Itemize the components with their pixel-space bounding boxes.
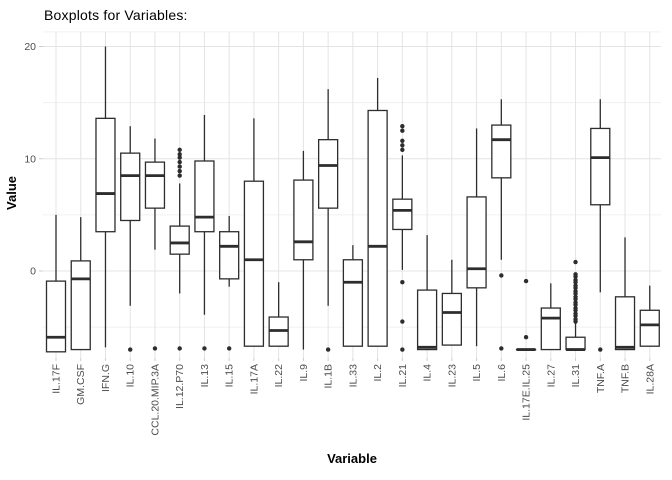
outlier-point: [177, 152, 182, 157]
svg-text:CCL.20.MIP.3A: CCL.20.MIP.3A: [149, 364, 161, 436]
outlier-point: [400, 319, 405, 324]
boxplot-IFN.G: [95, 46, 116, 348]
outlier-point: [202, 346, 207, 351]
boxplot-IL.23: [441, 259, 462, 346]
svg-text:IL.17E.IL.25: IL.17E.IL.25: [521, 364, 533, 421]
svg-text:IL.23: IL.23: [446, 364, 458, 388]
svg-text:IL.2: IL.2: [372, 364, 384, 382]
outlier-point: [400, 280, 405, 285]
outlier-point: [177, 155, 182, 160]
boxplot-IL.31: [565, 259, 586, 351]
boxplot-IL.21: [392, 123, 413, 352]
boxplot-IL.33: [342, 245, 364, 347]
svg-text:IL.28A: IL.28A: [644, 364, 656, 394]
outlier-point: [573, 280, 578, 285]
outlier-point: [573, 302, 578, 307]
svg-text:IL.21: IL.21: [397, 364, 409, 388]
boxplot-IL.12.P70: [169, 147, 190, 351]
svg-text:TNF.B: TNF.B: [620, 364, 632, 393]
svg-text:IL.33: IL.33: [347, 364, 359, 388]
outlier-point: [573, 313, 578, 319]
boxplot-IL.13: [194, 114, 215, 351]
chart-title: Boxplots for Variables:: [44, 7, 188, 23]
svg-text:IL.15: IL.15: [224, 364, 236, 388]
x-axis-title: Variable: [327, 451, 377, 466]
boxplot-IL.1B: [317, 89, 339, 352]
svg-text:0: 0: [30, 266, 36, 278]
outlier-point: [177, 346, 182, 351]
boxplot-IL.2: [367, 77, 388, 347]
axis-tick-marks: [39, 46, 651, 361]
outlier-point: [400, 138, 405, 143]
outlier-point: [400, 123, 405, 129]
svg-text:IL.13: IL.13: [199, 364, 211, 388]
outlier-point: [573, 259, 578, 265]
boxplot-IL.15: [219, 215, 240, 351]
svg-text:IL.17F: IL.17F: [51, 364, 63, 394]
outlier-point: [177, 173, 182, 178]
svg-text:IL.9: IL.9: [298, 364, 310, 382]
outlier-point: [523, 335, 529, 340]
boxplot-IL.17E.IL.25: [515, 278, 537, 351]
outlier-point: [400, 143, 405, 148]
svg-text:GM.CSF: GM.CSF: [75, 364, 87, 405]
svg-text:IFN.G: IFN.G: [100, 364, 112, 392]
outlier-point: [152, 346, 158, 351]
boxplot-GM.CSF: [70, 217, 91, 351]
svg-text:IL.1B: IL.1B: [323, 364, 335, 389]
boxplot-IL.6: [491, 99, 512, 351]
outlier-point: [573, 274, 578, 279]
svg-text:TNF.A: TNF.A: [595, 364, 607, 393]
svg-text:IL.5: IL.5: [471, 364, 483, 382]
outlier-point: [128, 347, 133, 352]
boxplot-IL.27: [540, 283, 561, 351]
svg-text:IL.10: IL.10: [125, 364, 137, 388]
outlier-point: [177, 164, 182, 169]
outlier-point: [573, 291, 578, 296]
boxplot-TNF.B: [614, 237, 636, 351]
boxplot-IL.4: [416, 235, 438, 351]
outlier-point: [177, 147, 182, 152]
outlier-point: [573, 319, 578, 324]
outlier-point: [177, 168, 182, 174]
svg-text:IL.31: IL.31: [570, 364, 582, 388]
outlier-point: [177, 159, 182, 165]
outlier-point: [226, 346, 232, 351]
outlier-point: [400, 147, 405, 152]
svg-text:IL.27: IL.27: [545, 364, 557, 388]
svg-text:IL.17A: IL.17A: [248, 364, 260, 394]
svg-text:20: 20: [24, 41, 36, 53]
boxplot-IL.9: [293, 150, 314, 350]
boxplot-IL.28A: [639, 285, 660, 347]
outlier-point: [573, 285, 578, 291]
boxplot-CCL.20.MIP.3A: [144, 138, 166, 351]
y-axis-tick-labels: 0 10 20: [24, 41, 36, 278]
outlier-point: [573, 308, 578, 313]
boxplot-TNF.A: [590, 99, 611, 352]
outlier-point: [400, 347, 405, 352]
svg-text:10: 10: [24, 153, 36, 165]
svg-text:IL.6: IL.6: [496, 364, 508, 382]
outlier-point: [499, 346, 504, 351]
x-axis-tick-labels: IL.17F GM.CSF IFN.G IL.10 CCL.20.MIP.3A IL.12…: [51, 364, 657, 436]
boxplot-IL.10: [120, 126, 141, 352]
outlier-point: [598, 347, 603, 352]
svg-text:IL.12.P70: IL.12.P70: [174, 364, 186, 409]
boxplot-IL.5: [466, 128, 487, 347]
boxplot-IL.17A: [243, 118, 265, 347]
outlier-point: [325, 347, 331, 352]
outlier-point: [523, 278, 529, 284]
boxplots: [45, 46, 660, 353]
outlier-point: [499, 273, 504, 278]
boxplot-IL.22: [268, 282, 289, 347]
outlier-point: [400, 128, 405, 133]
boxplot-IL.17F: [45, 214, 67, 353]
svg-text:IL.4: IL.4: [422, 364, 434, 382]
svg-text:IL.22: IL.22: [273, 364, 285, 388]
outlier-point: [573, 296, 578, 302]
